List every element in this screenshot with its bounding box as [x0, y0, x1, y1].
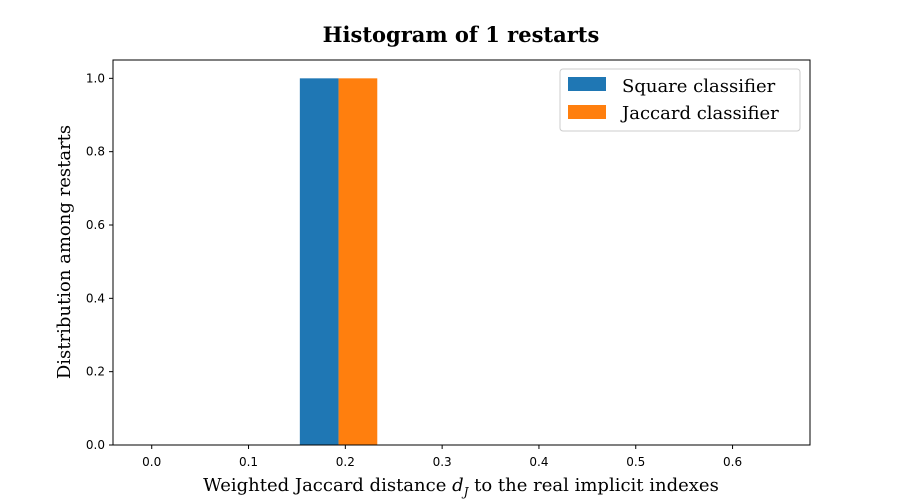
x-axis-label-variable: d	[452, 475, 464, 496]
x-tick-label: 0.4	[529, 455, 548, 469]
legend: Square classifier Jaccard classifier	[559, 68, 801, 132]
x-tick-label: 0.1	[239, 455, 258, 469]
y-tick-label: 0.2	[86, 365, 105, 379]
y-tick-label: 0.8	[86, 145, 105, 159]
chart-title: Histogram of 1 restarts	[323, 22, 600, 47]
bar-jaccard-0	[338, 78, 378, 445]
legend-label-square: Square classifier	[622, 76, 776, 97]
legend-swatch-jaccard	[568, 105, 606, 119]
x-axis-label-suffix: to the real implicit indexes	[468, 475, 718, 496]
x-axis-label: Weighted Jaccard distance dJ to the real…	[203, 475, 719, 499]
y-tick-label: 1.0	[86, 71, 105, 85]
x-ticks: 0.0 0.1 0.2 0.3 0.4 0.5 0.6	[142, 445, 742, 469]
y-ticks: 0.0 0.2 0.4 0.6 0.8 1.0	[86, 71, 113, 452]
x-axis-label-prefix: Weighted Jaccard distance	[203, 475, 452, 496]
x-tick-label: 0.2	[336, 455, 355, 469]
x-tick-label: 0.5	[626, 455, 645, 469]
bars-group	[299, 78, 378, 445]
legend-box	[559, 68, 801, 132]
x-tick-label: 0.3	[433, 455, 452, 469]
plot-area: 0.0 0.1 0.2 0.3 0.4 0.5 0.6 0.0 0.2 0.4 0.6 0.8 1.0	[86, 59, 811, 469]
axes-frame	[112, 59, 811, 446]
x-tick-label: 0.0	[142, 455, 161, 469]
y-tick-label: 0.0	[86, 438, 105, 452]
y-tick-label: 0.4	[86, 291, 105, 305]
legend-label-jaccard: Jaccard classifier	[620, 103, 779, 124]
y-tick-label: 0.6	[86, 218, 105, 232]
x-tick-label: 0.6	[723, 455, 742, 469]
x-axis-label-subscript: J	[461, 485, 470, 499]
y-axis-label: Distribution among restarts	[54, 125, 75, 379]
bar-square-0	[299, 78, 339, 445]
legend-swatch-square	[568, 77, 606, 91]
